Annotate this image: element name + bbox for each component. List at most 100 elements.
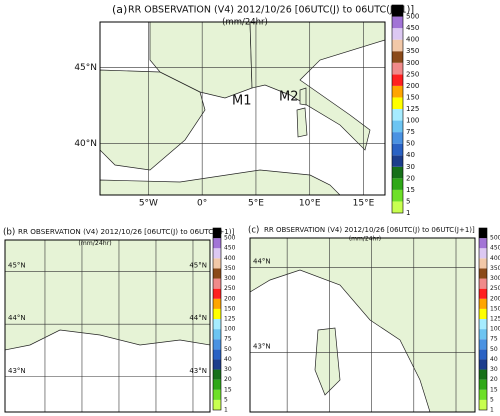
colorbar-label: 300 [406,59,419,67]
colorbar-swatch [392,155,403,167]
colorbar-swatch [213,298,221,309]
y-tick-label: 43°N [8,367,26,375]
colorbar-swatch [479,399,487,410]
colorbar-label: 100 [406,117,419,125]
colorbar-swatch [479,268,487,279]
colorbar-label: 150 [406,93,419,101]
colorbar-swatch [392,201,403,213]
colorbar-label: 50 [490,346,498,353]
x-tick-label: 10°E [299,199,321,209]
colorbar-label: 300 [490,275,500,282]
colorbar-label: 450 [406,24,419,32]
colorbar-label: 250 [224,285,236,292]
colorbar-label: 450 [224,245,236,252]
annotation: M1 [232,94,252,109]
colorbar-swatch [392,178,403,190]
colorbar-swatch [213,389,221,400]
y-tick-label: 44°N [189,314,207,322]
colorbar-label: 200 [224,295,236,302]
colorbar-swatch [213,238,221,249]
colorbar-swatch [479,248,487,259]
colorbar-swatch [213,248,221,259]
y-tick-label: 44°N [8,314,26,322]
colorbar-swatch [479,389,487,400]
colorbar-swatch [213,399,221,410]
colorbar-frame [391,4,404,214]
colorbar-frame [478,227,488,411]
colorbar-label: 1 [224,407,228,414]
colorbar-swatch [479,238,487,249]
colorbar-label: 125 [224,316,236,323]
colorbar-label: 15 [490,386,498,393]
units: (mm/24hr) [78,240,111,247]
colorbar-label: 30 [224,366,232,373]
colorbar-label: 350 [490,265,500,272]
colorbar-label: 75 [224,336,232,343]
colorbar-swatch [392,166,403,179]
y-tick-label: 44°N [253,258,271,266]
colorbar-swatch [213,228,221,239]
colorbar-label: 500 [224,235,236,242]
colorbar-swatch [213,329,221,340]
colorbar-label: 500 [490,235,500,242]
colorbar-swatch [479,359,487,370]
colorbar-label: 20 [490,376,498,383]
colorbar-swatch [479,379,487,390]
colorbar-label: 1 [490,407,494,414]
colorbar-label: 50 [406,140,415,148]
colorbar-label: 15 [224,386,232,393]
colorbar-swatch [479,228,487,239]
colorbar-swatch [392,74,403,86]
colorbar-swatch [392,51,403,63]
colorbar-label: 150 [490,305,500,312]
colorbar-label: 125 [490,316,500,323]
colorbar-label: 40 [224,356,232,363]
colorbar-frame [212,227,222,411]
colorbar-label: 350 [406,47,419,55]
land-a [99,21,386,196]
colorbar-swatch [213,369,221,380]
colorbar-label: 20 [224,376,232,383]
colorbar-swatch [479,339,487,350]
land-b [4,239,211,351]
colorbar-swatch [392,143,403,156]
colorbar-swatch [479,319,487,330]
units: (mm/24hr) [349,236,381,243]
colorbar-label: 40 [490,356,498,363]
colorbar-label: 150 [224,305,236,312]
colorbar-label: 5 [406,197,410,205]
x-tick-label: 15°E [353,199,375,209]
colorbar-swatch [479,349,487,360]
colorbar-swatch [213,349,221,360]
colorbar-label: 250 [406,70,419,78]
map-frame [4,239,211,413]
x-tick-label: 5°E [248,199,264,209]
colorbar-swatch [392,85,403,98]
colorbar-label: 75 [490,336,498,343]
colorbar-label: 300 [224,275,236,282]
colorbar-label: 100 [224,326,236,333]
colorbar-swatch [392,120,403,133]
colorbar-label: 30 [406,163,415,171]
colorbar-label: 20 [406,174,415,182]
colorbar-swatch [213,379,221,390]
colorbar-swatch [213,308,221,319]
colorbar-label: 400 [224,255,236,262]
panel-title: RR OBSERVATION (V4) 2012/10/26 [06UTC(J)… [264,226,475,234]
colorbar-swatch [479,308,487,319]
colorbar-label: 500 [406,13,419,21]
colorbar-label: 125 [406,105,419,113]
colorbar-swatch [392,109,403,121]
colorbar-swatch [213,268,221,279]
colorbar-label: 40 [406,151,415,159]
colorbar-swatch [392,28,403,40]
y-tick-label: 43°N [189,367,207,375]
y-tick-label: 40°N [74,139,97,149]
colorbar-label: 75 [406,128,415,136]
colorbar-swatch [213,258,221,269]
colorbar-swatch [213,278,221,289]
x-tick-label: 0° [197,199,207,209]
colorbar-swatch [213,319,221,330]
colorbar-label: 450 [490,245,500,252]
